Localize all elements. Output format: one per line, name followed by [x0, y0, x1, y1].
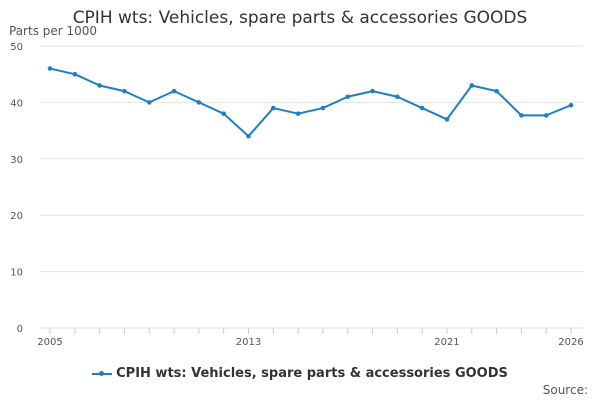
data-point[interactable] [444, 117, 450, 122]
data-point[interactable] [270, 105, 276, 111]
data-point[interactable] [47, 66, 53, 71]
data-point[interactable] [97, 83, 102, 88]
data-point[interactable] [295, 111, 301, 116]
data-point[interactable] [320, 105, 326, 111]
chart-title: CPIH wts: Vehicles, spare parts & access… [72, 8, 528, 28]
y-axis: 0 10 20 30 40 50 [10, 42, 23, 335]
y-axis-label: Parts per 1000 [9, 24, 98, 38]
data-point[interactable] [246, 133, 251, 139]
data-point[interactable] [146, 100, 152, 105]
data-point[interactable] [72, 71, 78, 77]
source-label: Source: [542, 383, 588, 397]
data-point[interactable] [370, 88, 375, 94]
data-point[interactable] [543, 113, 549, 118]
legend[interactable]: CPIH wts: Vehicles, spare parts & access… [0, 366, 600, 381]
x-tick-label: 2013 [236, 337, 261, 348]
data-point[interactable] [196, 100, 202, 105]
data-point[interactable] [568, 102, 574, 108]
data-point[interactable] [345, 94, 351, 100]
x-tick-label: 2026 [558, 337, 583, 348]
legend-label: CPIH wts: Vehicles, spare parts & access… [116, 366, 508, 381]
data-point[interactable] [122, 88, 127, 94]
x-axis: 2005 2013 2021 2026 [37, 328, 584, 348]
data-point[interactable] [171, 88, 177, 94]
data-point[interactable] [494, 88, 499, 94]
series-group [47, 66, 574, 139]
legend-swatch [92, 369, 113, 379]
y-tick-label: 30 [10, 155, 23, 166]
data-point[interactable] [221, 111, 226, 116]
data-point[interactable] [395, 94, 400, 100]
y-tick-label: 10 [10, 268, 23, 279]
y-tick-label: 0 [17, 324, 23, 335]
x-tick-label: 2005 [37, 337, 62, 348]
y-tick-label: 50 [10, 42, 23, 53]
data-point[interactable] [469, 83, 475, 88]
data-point[interactable] [519, 113, 524, 118]
series-line [49, 67, 572, 138]
x-tick-label: 2021 [434, 337, 459, 348]
data-point[interactable] [419, 105, 425, 111]
y-tick-label: 40 [10, 98, 23, 109]
gridlines [40, 45, 583, 329]
y-tick-label: 20 [10, 211, 23, 222]
